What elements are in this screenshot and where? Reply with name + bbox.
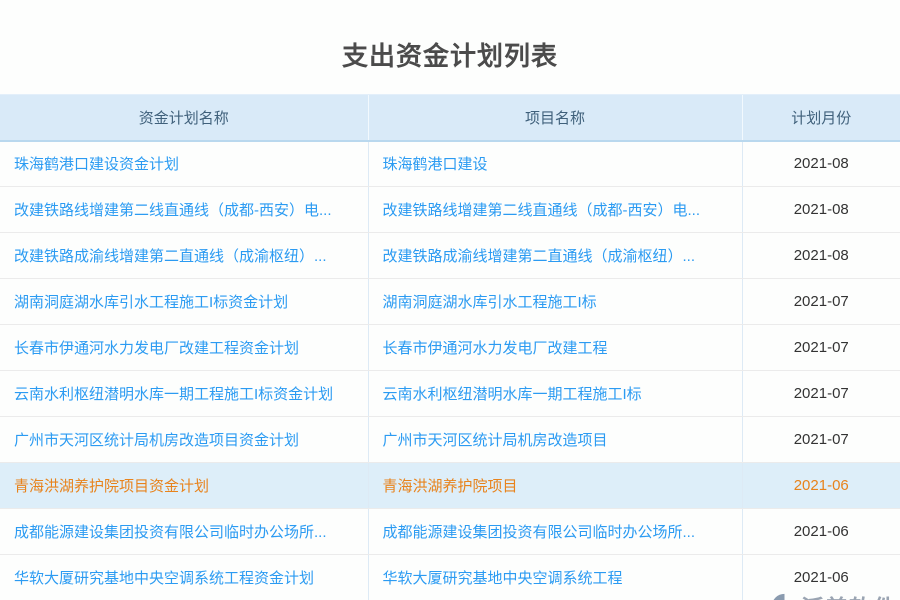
project-link[interactable]: 广州市天河区统计局机房改造项目 — [382, 432, 608, 449]
plan-month-value: 2021-06 — [741, 462, 900, 509]
page-title: 支出资金计划列表 — [341, 41, 558, 71]
plan-month-value: 2021-07 — [741, 324, 900, 371]
fund-plan-link[interactable]: 云南水利枢纽潜明水库一期工程施工I标资金计划 — [14, 386, 334, 403]
table-row: 珠海鹤港口建设资金计划 珠海鹤港口建设 2021-08 — [0, 140, 900, 187]
plan-month-value: 2021-06 — [741, 508, 900, 555]
fund-plan-link[interactable]: 华软大厦研究基地中央空调系统工程资金计划 — [14, 570, 315, 587]
fund-plan-link[interactable]: 长春市伊通河水力发电厂改建工程资金计划 — [14, 340, 300, 357]
plan-month-value: 2021-07 — [741, 278, 900, 325]
table-row: 长春市伊通河水力发电厂改建工程资金计划 长春市伊通河水力发电厂改建工程 2021… — [0, 324, 900, 371]
project-link[interactable]: 湖南洞庭湖水库引水工程施工I标 — [382, 294, 597, 311]
column-header-project-name: 项目名称 — [367, 94, 742, 142]
table-row: 青海洪湖养护院项目资金计划 青海洪湖养护院项目 2021-06 — [0, 462, 900, 509]
column-header-plan-month: 计划月份 — [741, 94, 900, 142]
fund-plan-link[interactable]: 青海洪湖养护院项目资金计划 — [14, 478, 210, 495]
plan-month-value: 2021-07 — [741, 370, 900, 417]
fund-plan-table: 资金计划名称 项目名称 计划月份 珠海鹤港口建设资金计划 珠海鹤港口建设 202… — [0, 94, 900, 600]
project-link[interactable]: 改建铁路成渝线增建第二直通线（成渝枢纽）... — [382, 248, 696, 265]
project-link[interactable]: 改建铁路线增建第二线直通线（成都-西安）电... — [382, 202, 701, 219]
table-row: 改建铁路线增建第二线直通线（成都-西安）电... 改建铁路线增建第二线直通线（成… — [0, 186, 900, 233]
table-row: 改建铁路成渝线增建第二直通线（成渝枢纽）... 改建铁路成渝线增建第二直通线（成… — [0, 232, 900, 279]
plan-month-value: 2021-08 — [741, 186, 900, 233]
table-header-row: 资金计划名称 项目名称 计划月份 — [0, 94, 900, 142]
project-link[interactable]: 长春市伊通河水力发电厂改建工程 — [382, 340, 608, 357]
plan-month-value: 2021-08 — [741, 140, 900, 187]
project-link[interactable]: 华软大厦研究基地中央空调系统工程 — [382, 570, 623, 587]
project-link[interactable]: 成都能源建设集团投资有限公司临时办公场所... — [382, 524, 696, 541]
project-link[interactable]: 珠海鹤港口建设 — [382, 156, 488, 174]
table-row: 成都能源建设集团投资有限公司临时办公场所... 成都能源建设集团投资有限公司临时… — [0, 508, 900, 555]
project-link[interactable]: 云南水利枢纽潜明水库一期工程施工I标 — [382, 386, 642, 403]
table-row: 华软大厦研究基地中央空调系统工程资金计划 华软大厦研究基地中央空调系统工程 20… — [0, 554, 900, 600]
fund-plan-link[interactable]: 湖南洞庭湖水库引水工程施工I标资金计划 — [14, 294, 289, 311]
plan-month-value: 2021-07 — [741, 416, 900, 463]
project-link[interactable]: 青海洪湖养护院项目 — [382, 478, 518, 495]
fund-plan-link[interactable]: 广州市天河区统计局机房改造项目资金计划 — [14, 432, 300, 449]
table-row: 广州市天河区统计局机房改造项目资金计划 广州市天河区统计局机房改造项目 2021… — [0, 416, 900, 463]
plan-month-value: 2021-08 — [741, 232, 900, 279]
plan-month-value: 2021-06 — [741, 554, 900, 600]
table-row: 湖南洞庭湖水库引水工程施工I标资金计划 湖南洞庭湖水库引水工程施工I标 2021… — [0, 278, 900, 325]
fund-plan-link[interactable]: 改建铁路线增建第二线直通线（成都-西安）电... — [14, 202, 332, 219]
fund-plan-link[interactable]: 改建铁路成渝线增建第二直通线（成渝枢纽）... — [14, 248, 327, 265]
fund-plan-link[interactable]: 成都能源建设集团投资有限公司临时办公场所... — [14, 524, 327, 541]
table-row: 云南水利枢纽潜明水库一期工程施工I标资金计划 云南水利枢纽潜明水库一期工程施工I… — [0, 370, 900, 417]
fund-plan-link[interactable]: 珠海鹤港口建设资金计划 — [14, 156, 180, 174]
column-header-fund-plan-name: 资金计划名称 — [0, 94, 368, 142]
